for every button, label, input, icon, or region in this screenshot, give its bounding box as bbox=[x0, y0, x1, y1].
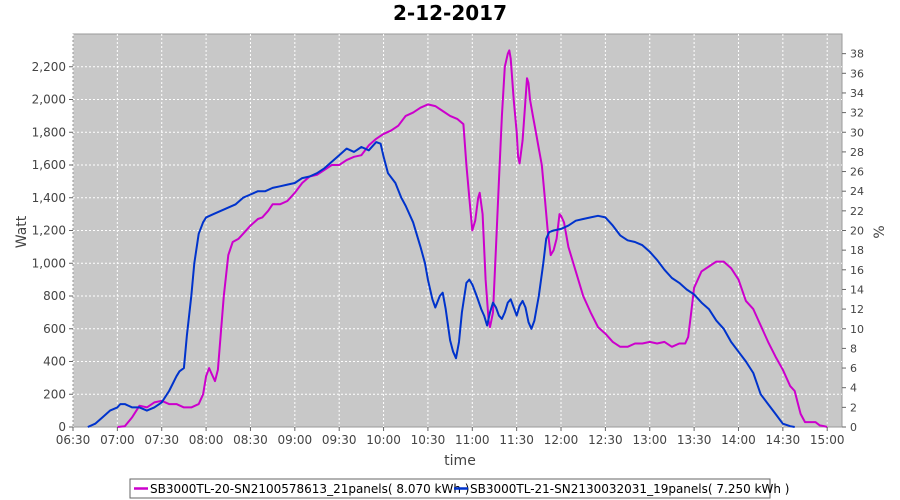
y2-tick-label: 20 bbox=[850, 225, 864, 238]
y2-tick-label: 16 bbox=[850, 264, 864, 277]
y2-tick-label: 12 bbox=[850, 303, 864, 316]
x-tick-label: 09:30 bbox=[322, 433, 357, 447]
x-axis-label: time bbox=[444, 453, 476, 469]
x-tick-label: 13:30 bbox=[677, 433, 712, 447]
x-tick-label: 11:00 bbox=[455, 433, 490, 447]
y-tick-label: 600 bbox=[43, 322, 66, 336]
x-tick-label: 15:00 bbox=[810, 433, 845, 447]
y-axis-left: 0 200 400 600 800 1,000 1,200 1,400 1,600 1,800 2,… bbox=[32, 60, 73, 434]
series-line-1 bbox=[117, 49, 828, 428]
y-tick-label: 1,600 bbox=[32, 158, 66, 172]
grid-lines bbox=[72, 34, 842, 427]
y-tick-label: 1,800 bbox=[32, 125, 66, 139]
x-tick-label: 08:30 bbox=[233, 433, 268, 447]
legend-label-series-1: SB3000TL-20-SN2100578613_21panels( 8.070… bbox=[150, 482, 469, 496]
y2-axis-label: % bbox=[872, 225, 888, 238]
y-tick-label: 1,000 bbox=[32, 256, 66, 270]
y2-tick-label: 10 bbox=[850, 323, 864, 336]
y-tick-label: 2,000 bbox=[32, 93, 66, 107]
y2-tick-label: 14 bbox=[850, 283, 864, 296]
y-tick-label: 1,200 bbox=[32, 224, 66, 238]
y2-tick-label: 34 bbox=[850, 87, 864, 100]
y2-tick-label: 30 bbox=[850, 126, 864, 139]
y-tick-label: 400 bbox=[43, 355, 66, 369]
x-tick-label: 06:30 bbox=[56, 433, 91, 447]
y2-tick-label: 36 bbox=[850, 67, 864, 80]
y-axis-label: Watt bbox=[14, 215, 30, 248]
x-tick-label: 07:30 bbox=[144, 433, 179, 447]
y2-tick-label: 6 bbox=[850, 362, 857, 375]
x-tick-label: 11:30 bbox=[499, 433, 534, 447]
y-tick-label: 800 bbox=[43, 289, 66, 303]
legend-box bbox=[129, 478, 771, 499]
y2-tick-label: 32 bbox=[850, 107, 864, 120]
x-tick-label: 10:30 bbox=[411, 433, 446, 447]
y2-tick-label: 24 bbox=[850, 185, 864, 198]
y-tick-label: 1,400 bbox=[32, 191, 66, 205]
x-tick-label: 13:00 bbox=[632, 433, 667, 447]
y2-tick-label: 4 bbox=[850, 382, 857, 395]
y2-tick-label: 28 bbox=[850, 146, 864, 159]
y2-tick-label: 26 bbox=[850, 166, 864, 179]
x-tick-label: 14:30 bbox=[766, 433, 801, 447]
series-line-2 bbox=[87, 141, 795, 428]
series-group bbox=[87, 49, 828, 428]
y2-tick-label: 0 bbox=[850, 421, 857, 434]
y-tick-label: 200 bbox=[43, 387, 66, 401]
x-tick-label: 07:00 bbox=[100, 433, 135, 447]
chart-title: 2-12-2017 bbox=[393, 1, 507, 25]
x-axis: 06:30 07:00 07:30 08:00 08:30 09:00 09:30 10:00… bbox=[56, 427, 845, 447]
y2-tick-label: 2 bbox=[850, 401, 857, 414]
x-tick-label: 09:00 bbox=[278, 433, 313, 447]
legend: SB3000TL-20-SN2100578613_21panels( 8.070… bbox=[129, 478, 789, 499]
x-tick-label: 08:00 bbox=[189, 433, 224, 447]
x-tick-label: 10:00 bbox=[366, 433, 401, 447]
x-tick-label: 14:00 bbox=[721, 433, 756, 447]
x-tick-label: 12:30 bbox=[588, 433, 623, 447]
y-tick-label: 0 bbox=[58, 420, 66, 434]
y-tick-label: 2,200 bbox=[32, 60, 66, 74]
y2-tick-label: 8 bbox=[850, 342, 857, 355]
legend-label-series-2: SB3000TL-21-SN2130032031_19panels( 7.250… bbox=[470, 482, 789, 496]
y2-tick-label: 22 bbox=[850, 205, 864, 218]
y2-tick-label: 38 bbox=[850, 48, 864, 61]
x-tick-label: 12:00 bbox=[544, 433, 579, 447]
y2-tick-label: 18 bbox=[850, 244, 864, 257]
